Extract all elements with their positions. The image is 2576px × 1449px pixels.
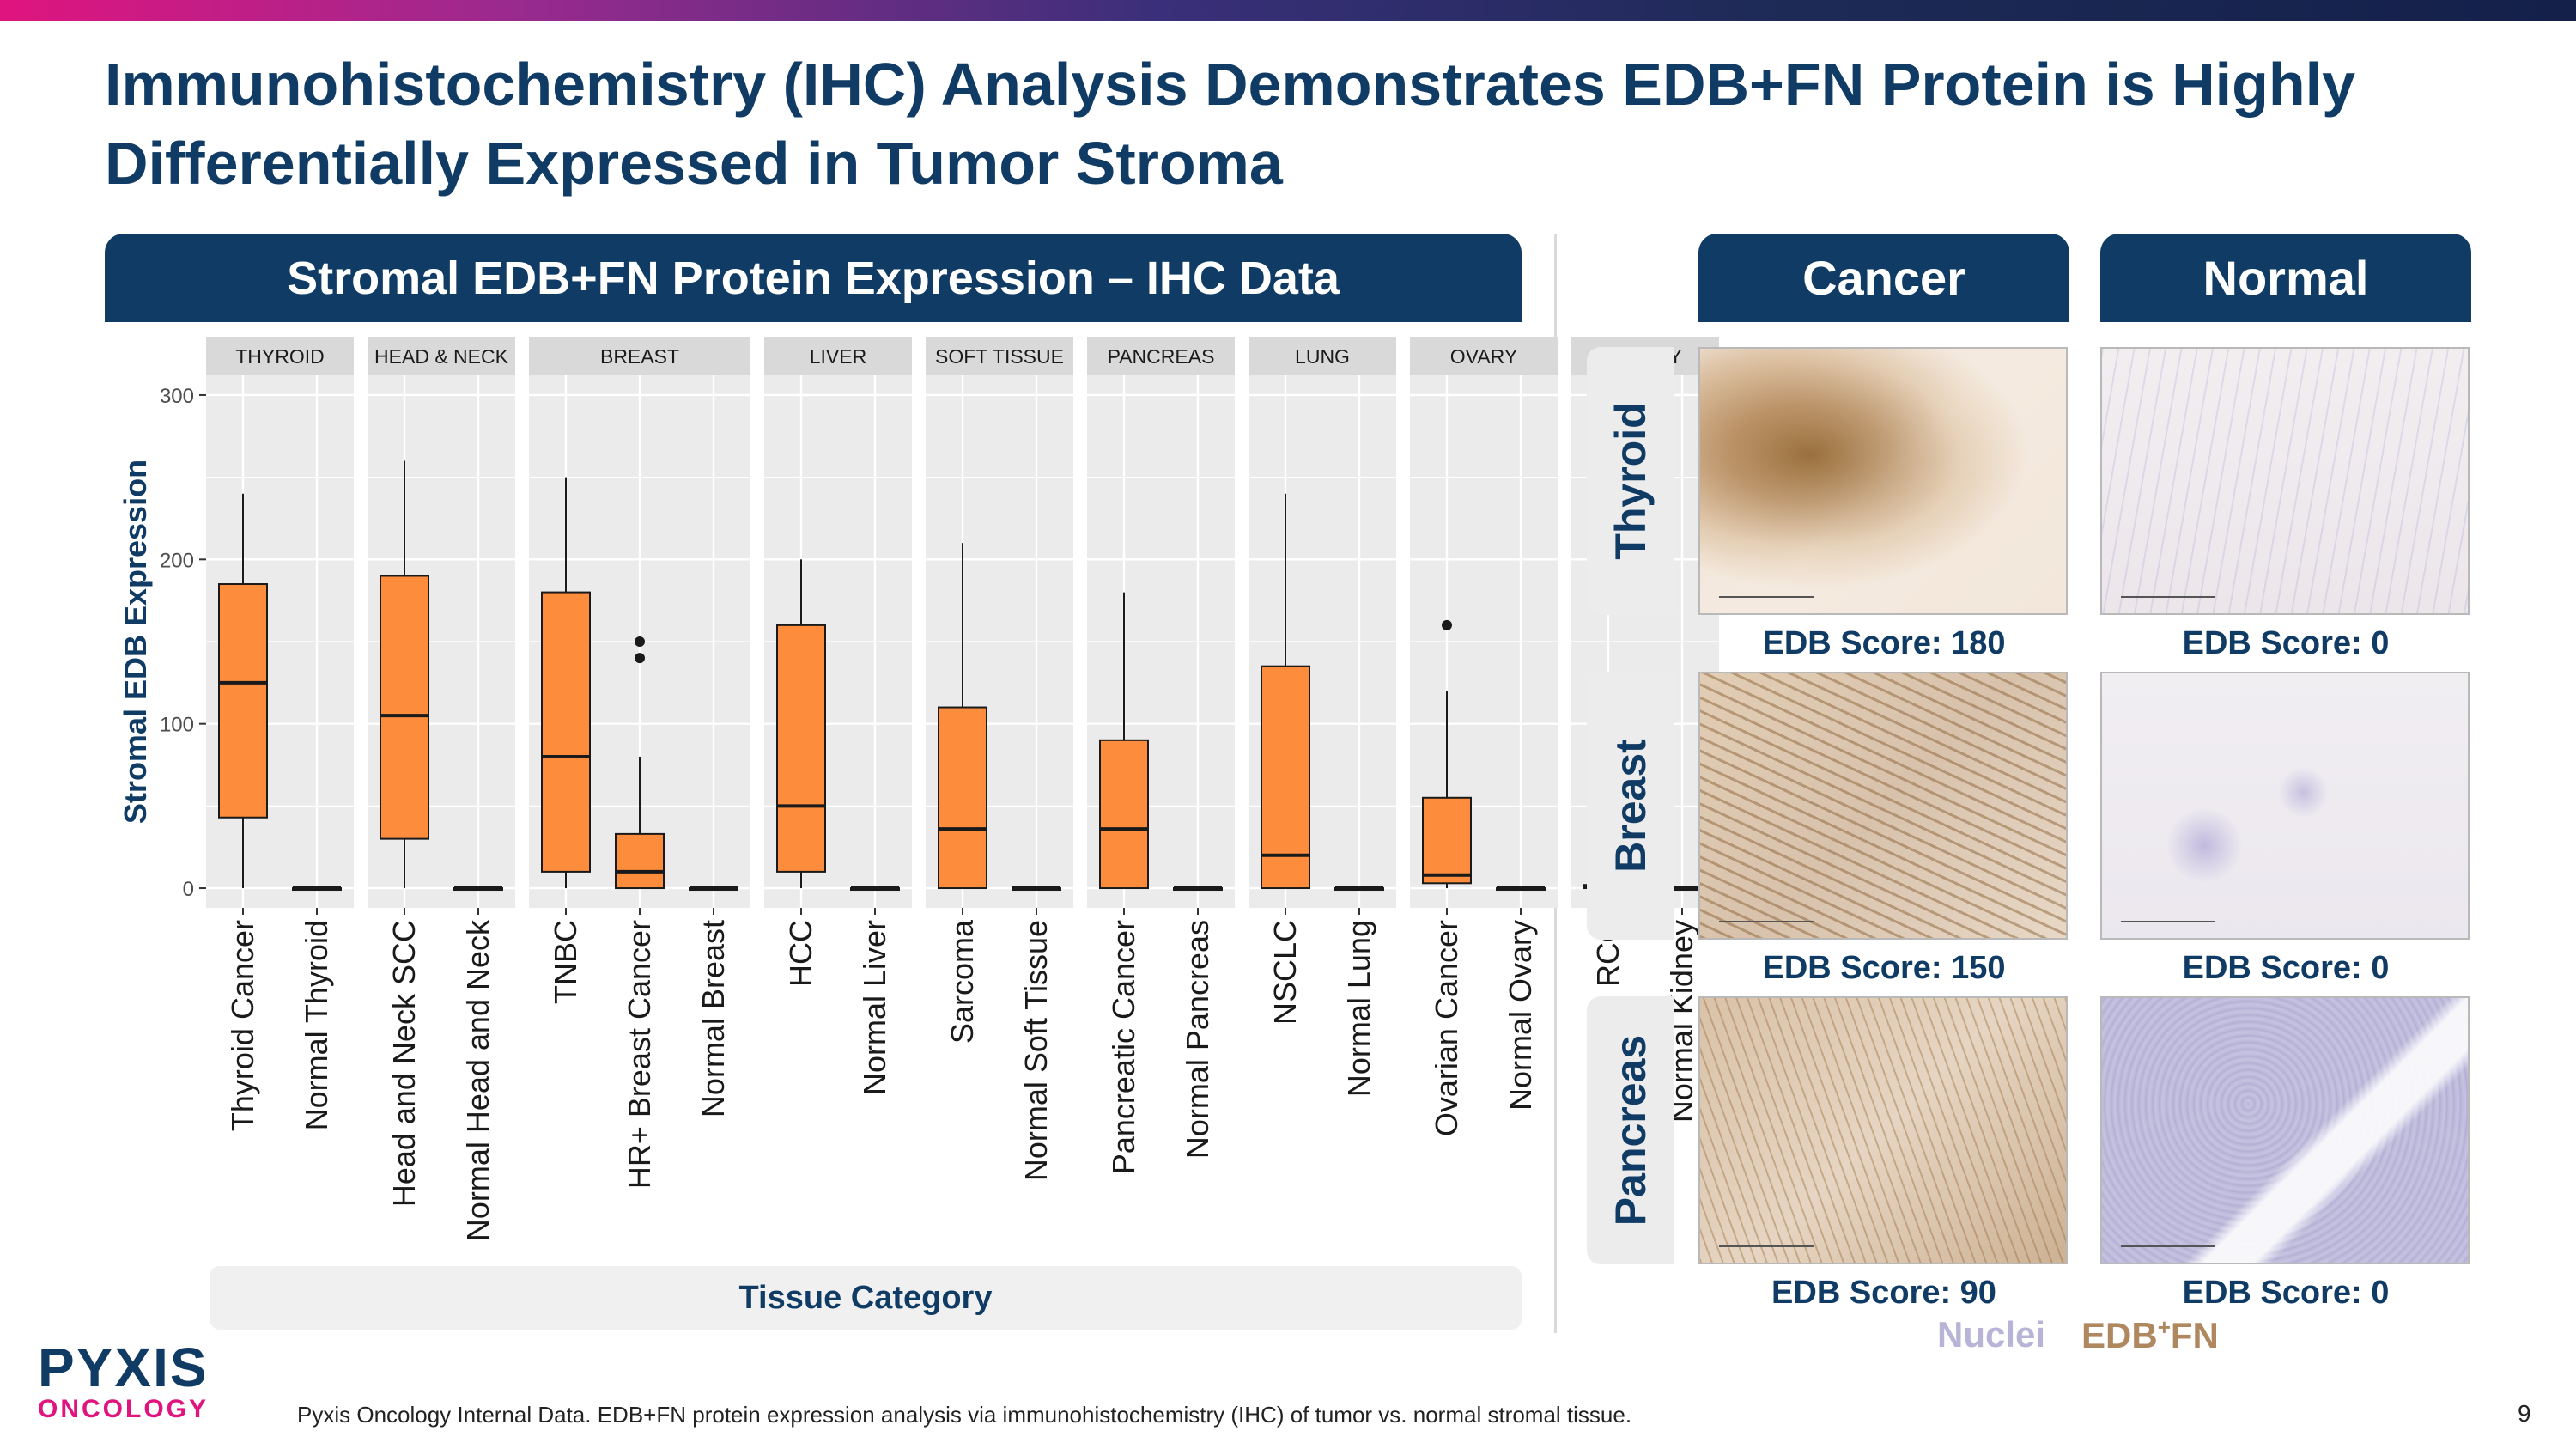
x-tick-label: Normal Lung (1341, 920, 1376, 1097)
facet-label: THYROID (235, 345, 325, 368)
outlier-point (635, 653, 645, 664)
x-tick-label: TNBC (548, 920, 583, 1004)
page-number: 9 (2518, 1400, 2531, 1427)
facet-strip (206, 337, 354, 375)
outlier-point (635, 636, 645, 647)
x-tick-label: Pancreatic Cancer (1106, 920, 1141, 1174)
x-tick-label: NSCLC (1267, 920, 1303, 1025)
legend-fn: FN (2170, 1315, 2219, 1355)
facet-label: LIVER (810, 345, 866, 368)
pancreas-cancer-image (1698, 996, 2068, 1264)
breast-cancer-image (1698, 672, 2068, 940)
thyroid-cancer-image (1698, 347, 2068, 615)
box (938, 706, 987, 890)
x-tick-label: Thyroid Cancer (225, 920, 260, 1131)
chart-header: Stromal EDB+FN Protein Expression – IHC … (105, 234, 1522, 322)
pyxis-oncology-logo: PYXIS ONCOLOGY (38, 1340, 209, 1424)
box (1261, 665, 1310, 890)
facet-strip (1249, 337, 1396, 375)
scale-bar (1719, 1245, 1814, 1247)
logo-subtitle: ONCOLOGY (38, 1395, 210, 1423)
facet-strip (926, 337, 1073, 375)
x-tick-label: HR+ Breast Cancer (622, 920, 657, 1189)
facet-strip (764, 337, 912, 375)
breast-normal-image (2100, 672, 2470, 940)
score-thyroid-normal: EDB Score: 0 (2182, 625, 2390, 661)
x-tick-label: Head and Neck SCC (386, 920, 422, 1207)
x-tick-label: Normal Ovary (1503, 920, 1538, 1111)
slide-title: Immunohistochemistry (IHC) Analysis Demo… (105, 51, 2356, 197)
legend-edb-fn: EDB+FN (2081, 1314, 2219, 1356)
y-tick-label: 200 (160, 549, 194, 572)
box (1099, 739, 1149, 890)
row-label-breast: Breast (1607, 739, 1655, 873)
column-header-normal: Normal (2100, 234, 2471, 322)
x-tick-label: Normal Thyroid (299, 920, 334, 1130)
y-tick-label: 0 (183, 878, 194, 901)
x-tick-label: Normal Pancreas (1180, 920, 1215, 1159)
facet-strip (1410, 337, 1558, 375)
row-label-pancreas: Pancreas (1607, 1034, 1655, 1227)
x-axis-title-bar (210, 1266, 1522, 1330)
scale-bar (2121, 596, 2215, 598)
row-tab-pancreas (1587, 996, 1674, 1264)
x-tick-label: Normal Head and Neck (460, 919, 495, 1241)
score-breast-normal: EDB Score: 0 (2182, 950, 2390, 986)
facet-label: PANCREAS (1108, 345, 1215, 368)
box (218, 583, 268, 819)
score-breast-cancer: EDB Score: 150 (1762, 950, 2006, 986)
footnote: Pyxis Oncology Internal Data. EDB+FN pro… (297, 1402, 1632, 1428)
thyroid-normal-image (2100, 347, 2470, 615)
box (1422, 796, 1472, 885)
facet-label: SOFT TISSUE (935, 345, 1064, 368)
scale-bar (1719, 596, 1814, 598)
logo-wordmark: PYXIS (38, 1336, 209, 1398)
facet-label: OVARY (1450, 345, 1517, 368)
y-tick-label: 100 (160, 714, 194, 737)
y-tick-label: 300 (160, 385, 194, 408)
box (380, 575, 429, 840)
row-tab-breast (1587, 672, 1674, 940)
outlier-point (1442, 619, 1452, 630)
top-gradient-bar (0, 0, 2576, 21)
row-tab-thyroid (1587, 347, 1674, 615)
legend-nuclei: Nuclei (1937, 1314, 2046, 1355)
scale-bar (2121, 1245, 2215, 1247)
row-label-thyroid: Thyroid (1607, 402, 1655, 560)
column-header-cancer: Cancer (1698, 234, 2069, 322)
facet-label: BREAST (600, 345, 679, 368)
facet-label: LUNG (1295, 345, 1350, 368)
score-thyroid-cancer: EDB Score: 180 (1762, 625, 2006, 661)
legend-edb: EDB (2081, 1315, 2158, 1355)
x-axis-title: Tissue Category (738, 1280, 993, 1316)
facet-label: HEAD & NECK (374, 345, 509, 368)
x-tick-label: Sarcoma (945, 919, 980, 1044)
y-axis-title: Stromal EDB Expression (118, 460, 153, 824)
legend-edb-plus: + (2157, 1314, 2171, 1340)
x-tick-label: Ovarian Cancer (1429, 920, 1464, 1136)
x-tick-label: Normal Soft Tissue (1018, 920, 1054, 1181)
x-tick-label: Normal Liver (857, 920, 892, 1095)
score-pancreas-normal: EDB Score: 0 (2182, 1275, 2390, 1311)
facet-strip (529, 337, 750, 375)
box (541, 591, 591, 873)
box (776, 624, 826, 873)
x-tick-label: HCC (783, 920, 818, 987)
facet-strip (368, 337, 515, 375)
scale-bar (1719, 921, 1814, 922)
x-tick-label: Normal Breast (696, 920, 731, 1117)
box (615, 832, 665, 890)
pancreas-normal-image (2100, 996, 2470, 1264)
facet-strip (1087, 337, 1235, 375)
scale-bar (2121, 921, 2215, 922)
score-pancreas-cancer: EDB Score: 90 (1771, 1275, 1996, 1311)
